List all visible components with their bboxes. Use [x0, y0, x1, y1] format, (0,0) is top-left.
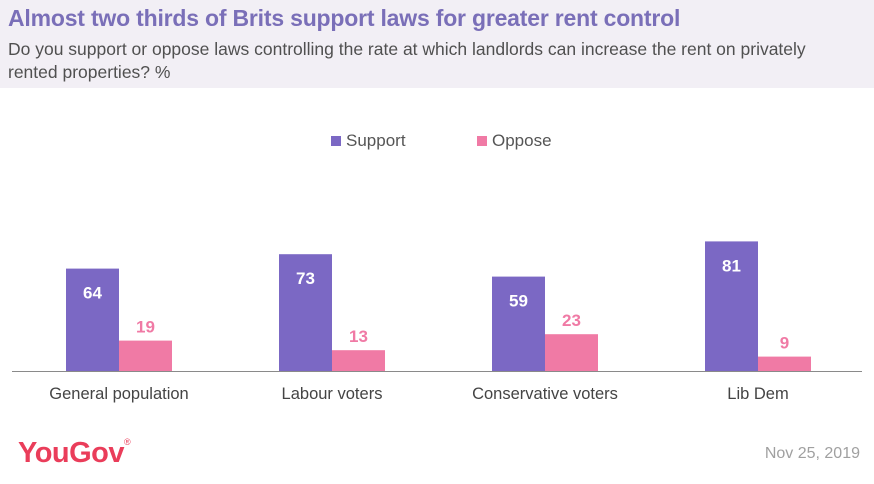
bar-oppose-general-population — [119, 340, 172, 371]
data-label-support-conservative-voters: 59 — [509, 292, 528, 311]
chart-subtitle: Do you support or oppose laws controllin… — [8, 39, 806, 82]
data-label-oppose-labour-voters: 13 — [349, 327, 368, 346]
legend-label-support: Support — [346, 131, 406, 150]
bar-support-labour-voters — [279, 254, 332, 371]
chart-header: Almost two thirds of Brits support laws … — [0, 0, 874, 88]
legend: Support Oppose — [0, 131, 874, 153]
data-label-support-labour-voters: 73 — [296, 269, 315, 288]
legend-swatch-support — [331, 136, 341, 146]
x-tick-label-conservative-voters: Conservative voters — [472, 385, 618, 403]
bar-support-conservative-voters — [492, 276, 545, 371]
x-tick-label-general-population: General population — [49, 385, 188, 403]
bar-oppose-labour-voters — [332, 350, 385, 371]
x-tick-label-labour-voters: Labour voters — [282, 385, 383, 403]
bar-support-lib-dem — [705, 241, 758, 371]
legend-label-oppose: Oppose — [492, 131, 552, 150]
brand-mark: ® — [124, 437, 131, 448]
bar-support-general-population — [66, 268, 119, 371]
legend-item-support: Support — [331, 131, 406, 151]
chart-title: Almost two thirds of Brits support laws … — [8, 5, 681, 31]
data-label-support-lib-dem: 81 — [722, 256, 741, 275]
data-label-oppose-lib-dem: 9 — [780, 334, 789, 353]
yougov-logo: YouGov® — [18, 437, 131, 470]
chart-date: Nov 25, 2019 — [764, 445, 860, 462]
brand-name: YouGov — [18, 437, 125, 469]
bar-oppose-lib-dem — [758, 356, 811, 371]
data-label-support-general-population: 64 — [83, 284, 102, 303]
data-label-oppose-conservative-voters: 23 — [562, 311, 581, 330]
bar-oppose-conservative-voters — [545, 334, 598, 371]
legend-swatch-oppose — [477, 136, 487, 146]
legend-item-oppose: Oppose — [477, 131, 552, 151]
data-label-oppose-general-population: 19 — [136, 318, 155, 337]
x-tick-label-lib-dem: Lib Dem — [727, 385, 788, 403]
